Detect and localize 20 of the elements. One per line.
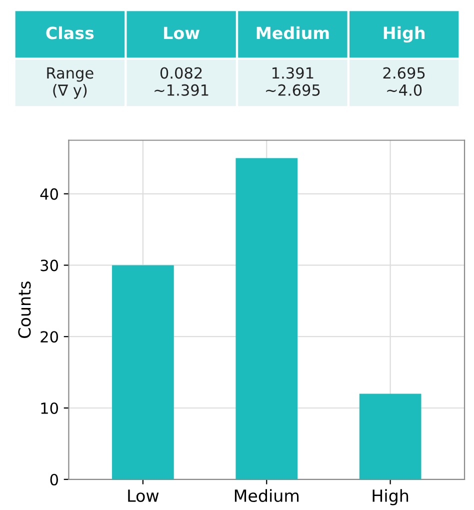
text: Medium	[256, 26, 329, 40]
y-tick-label: 40	[40, 188, 58, 200]
y-tick-label: 20	[40, 331, 58, 343]
text: High	[384, 26, 425, 43]
bar	[236, 158, 298, 480]
text: 1.391 ~2.695	[266, 67, 320, 96]
bar	[359, 394, 422, 480]
text: Class	[46, 26, 94, 40]
y-axis-title: Counts	[18, 282, 31, 338]
x-tick-label: High	[372, 489, 408, 506]
y-tick-label: 0	[50, 474, 58, 486]
y-tick-label: 10	[41, 402, 58, 414]
text: Low	[164, 26, 200, 40]
text: 0.082 ~1.391	[154, 67, 208, 96]
bar	[112, 265, 174, 480]
y-tick-label: 30	[40, 260, 58, 272]
x-tick-label: Medium	[234, 489, 299, 502]
text: Range (∇ y)	[47, 67, 94, 99]
x-tick-label: Low	[128, 490, 159, 502]
text: 2.695 ~4.0	[383, 67, 425, 96]
